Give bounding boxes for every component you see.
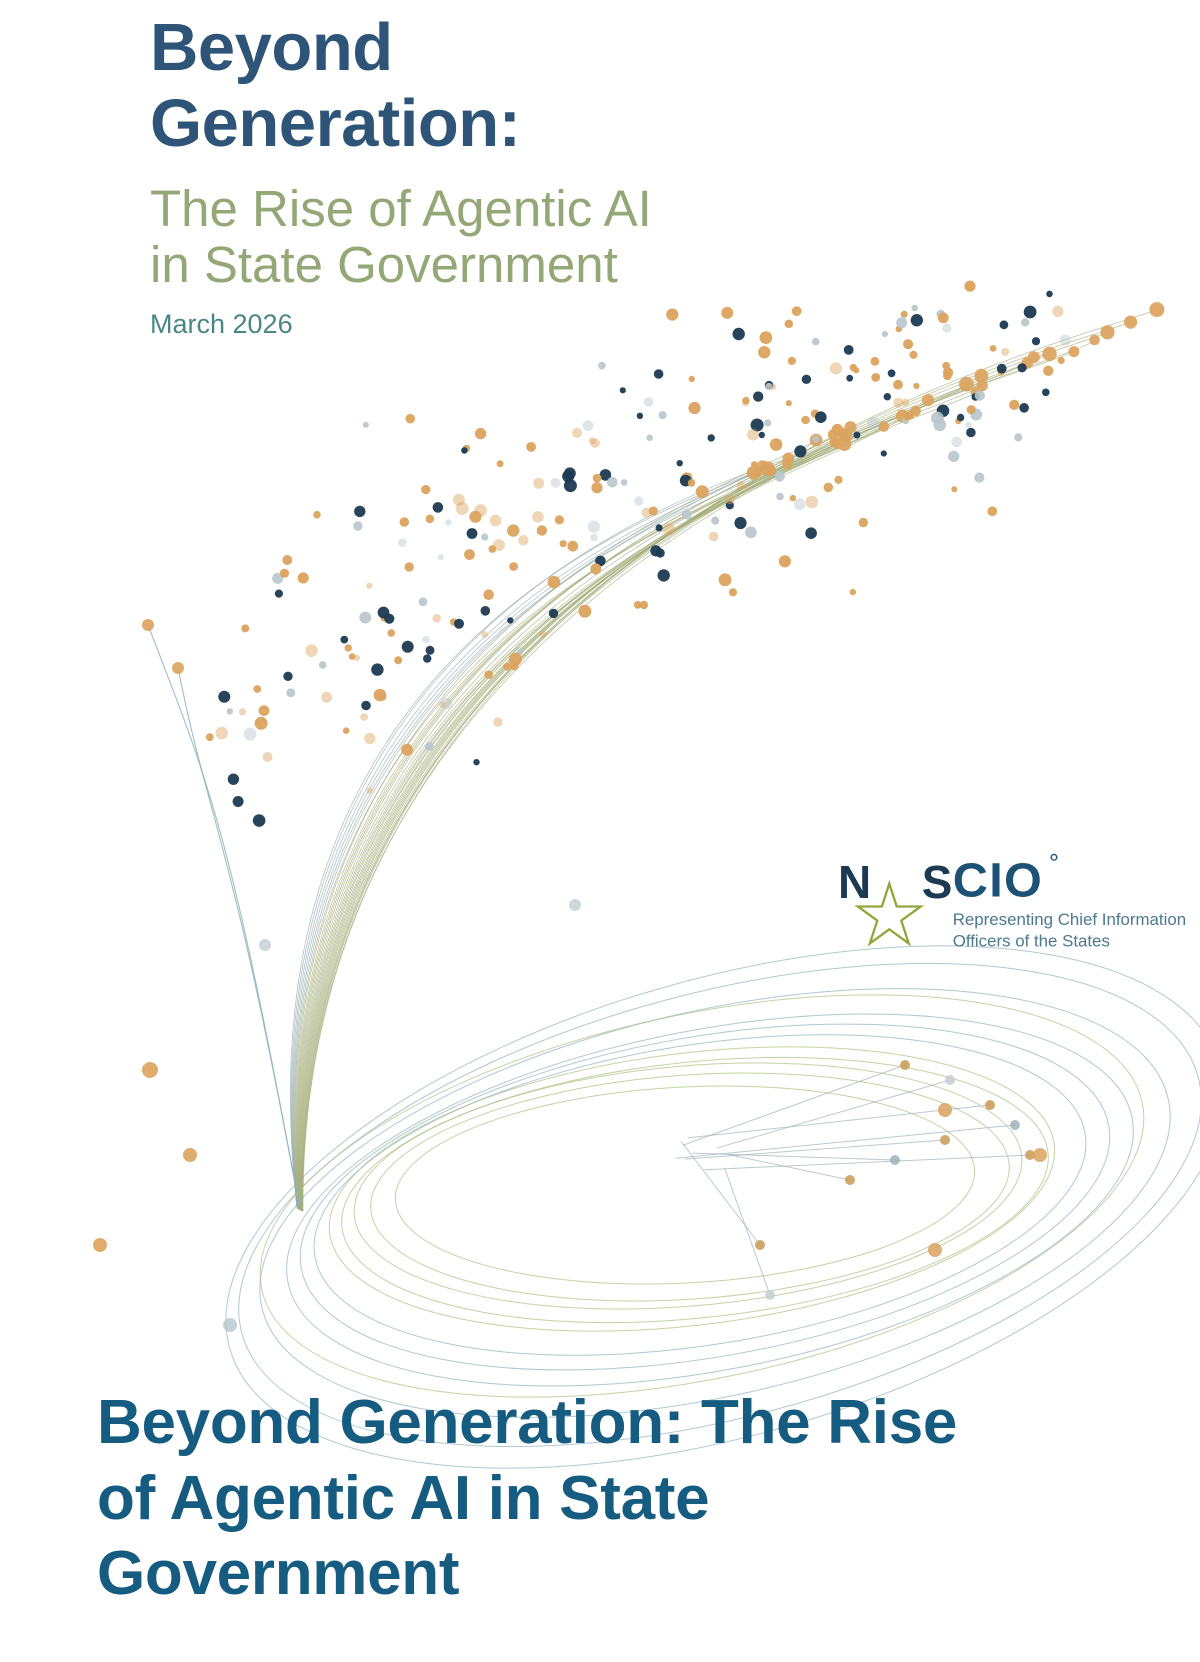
svg-text:N: N — [838, 856, 871, 908]
svg-text:Officers of the States: Officers of the States — [953, 931, 1110, 950]
svg-text:Representing Chief Information: Representing Chief Information — [953, 910, 1186, 929]
svg-text:CIO: CIO — [953, 853, 1043, 907]
svg-text:S: S — [922, 856, 953, 908]
